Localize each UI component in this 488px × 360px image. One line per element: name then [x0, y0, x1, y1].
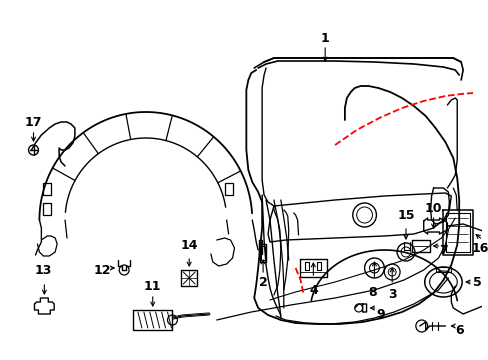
Text: 11: 11 [143, 279, 161, 292]
Text: 14: 14 [180, 239, 198, 252]
Text: 9: 9 [375, 309, 384, 321]
Text: 16: 16 [470, 242, 488, 255]
Text: 10: 10 [424, 202, 442, 215]
Text: 2: 2 [258, 275, 267, 288]
Text: 8: 8 [367, 287, 376, 300]
Text: 12: 12 [94, 265, 111, 278]
Text: 5: 5 [471, 275, 480, 288]
Text: 15: 15 [396, 208, 414, 221]
Text: 7: 7 [438, 243, 447, 257]
Text: 3: 3 [387, 288, 396, 302]
Text: 13: 13 [35, 264, 52, 276]
Text: 1: 1 [320, 32, 329, 45]
Text: 4: 4 [308, 284, 317, 297]
Text: 6: 6 [454, 324, 463, 337]
Text: 17: 17 [25, 116, 42, 129]
